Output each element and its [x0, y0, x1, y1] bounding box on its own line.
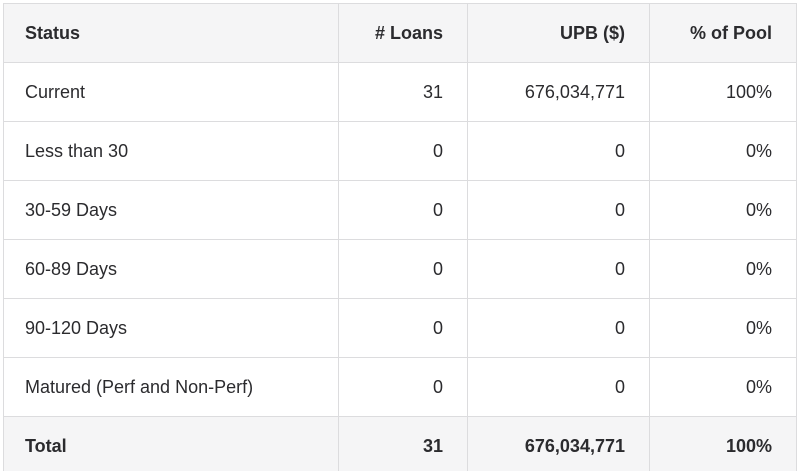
cell-pct: 0% — [649, 357, 797, 417]
cell-pct: 0% — [649, 121, 797, 181]
cell-status: Matured (Perf and Non-Perf) — [3, 357, 339, 417]
cell-loans: 0 — [338, 180, 468, 240]
cell-status: 30-59 Days — [3, 180, 339, 240]
table-row: 30-59 Days 0 0 0% — [3, 180, 797, 240]
cell-loans: 31 — [338, 62, 468, 122]
cell-status: 90-120 Days — [3, 298, 339, 358]
total-loans: 31 — [338, 416, 468, 471]
table-row: 60-89 Days 0 0 0% — [3, 239, 797, 299]
cell-pct: 100% — [649, 62, 797, 122]
total-pct: 100% — [649, 416, 797, 471]
cell-loans: 0 — [338, 239, 468, 299]
table-body: Current 31 676,034,771 100% Less than 30… — [3, 62, 797, 417]
cell-upb: 0 — [467, 239, 650, 299]
header-cell-loans: # Loans — [338, 3, 468, 63]
header-cell-pct: % of Pool — [649, 3, 797, 63]
cell-status: Current — [3, 62, 339, 122]
cell-upb: 0 — [467, 357, 650, 417]
table-header: Status # Loans UPB ($) % of Pool — [3, 3, 797, 63]
cell-upb: 676,034,771 — [467, 62, 650, 122]
loan-status-table: Status # Loans UPB ($) % of Pool Current… — [3, 3, 797, 471]
header-row: Status # Loans UPB ($) % of Pool — [3, 3, 797, 63]
table-footer: Total 31 676,034,771 100% — [3, 416, 797, 471]
total-label: Total — [3, 416, 339, 471]
cell-pct: 0% — [649, 298, 797, 358]
cell-upb: 0 — [467, 121, 650, 181]
cell-upb: 0 — [467, 298, 650, 358]
table-row: Matured (Perf and Non-Perf) 0 0 0% — [3, 357, 797, 417]
table-row: Less than 30 0 0 0% — [3, 121, 797, 181]
cell-loans: 0 — [338, 121, 468, 181]
cell-pct: 0% — [649, 180, 797, 240]
cell-loans: 0 — [338, 298, 468, 358]
cell-pct: 0% — [649, 239, 797, 299]
total-upb: 676,034,771 — [467, 416, 650, 471]
header-cell-upb: UPB ($) — [467, 3, 650, 63]
cell-loans: 0 — [338, 357, 468, 417]
cell-status: 60-89 Days — [3, 239, 339, 299]
table-row: 90-120 Days 0 0 0% — [3, 298, 797, 358]
cell-status: Less than 30 — [3, 121, 339, 181]
total-row: Total 31 676,034,771 100% — [3, 416, 797, 471]
table-row: Current 31 676,034,771 100% — [3, 62, 797, 122]
cell-upb: 0 — [467, 180, 650, 240]
header-cell-status: Status — [3, 3, 339, 63]
